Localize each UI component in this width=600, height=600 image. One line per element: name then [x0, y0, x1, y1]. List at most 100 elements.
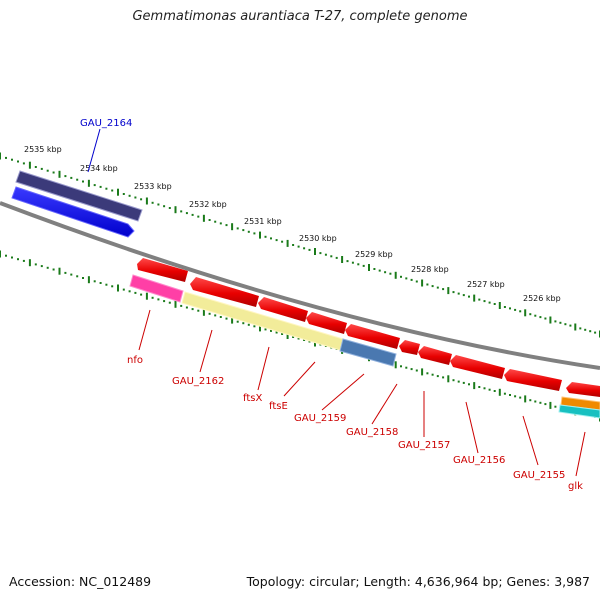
scale-dot [11, 256, 13, 259]
scale-dot [64, 271, 67, 274]
gene-arrow-GAU_2164[interactable] [11, 186, 135, 238]
scale-dot [351, 261, 354, 264]
scale-dot [308, 340, 311, 343]
scale-dot [128, 194, 131, 197]
scale-dot [431, 285, 434, 288]
gene-bar-orange[interactable] [560, 396, 600, 411]
gene-arrow-GAU_2163[interactable] [137, 258, 188, 282]
map-title: Gemmatimonas aurantiaca T-27, complete g… [132, 9, 468, 24]
scale-dot [539, 401, 542, 404]
gene-bar-cyan[interactable] [558, 404, 600, 419]
scale-tick [473, 294, 476, 302]
scale-dot [236, 320, 239, 323]
scale-tick [549, 401, 552, 409]
gene-arrow-GAU_2158[interactable] [399, 340, 420, 355]
leader-GAU_2159 [321, 373, 365, 411]
scale-tick [145, 197, 148, 205]
gene-arrow-GAU_2162[interactable] [190, 277, 259, 307]
scale-tick [58, 267, 61, 275]
scale-dot [281, 333, 284, 335]
scale-dot [52, 268, 55, 271]
scale-tick [145, 292, 148, 300]
scale-dot [457, 380, 460, 383]
gene-arrow-GAU_2156[interactable] [450, 355, 505, 379]
scale-dot [163, 300, 166, 303]
gene-label-glk[interactable]: glk [568, 481, 583, 492]
scale-dot [509, 394, 511, 396]
scale-tick [117, 284, 119, 292]
scale-label-2529: 2529 kbp [355, 250, 393, 259]
gene-label-GAU_2158[interactable]: GAU_2158 [346, 427, 398, 438]
scale-dot [452, 291, 455, 294]
scale-dot [253, 232, 256, 235]
gene-label-GAU_2155[interactable]: GAU_2155 [513, 470, 565, 481]
scale-label-2533: 2533 kbp [134, 182, 172, 191]
scale-dot [529, 399, 532, 402]
genome-summary-text: Topology: circular; Length: 4,636,964 bp… [246, 574, 590, 589]
scale-tick [473, 382, 476, 390]
scale-dot [264, 328, 267, 331]
scale-dot [11, 158, 13, 161]
gene-arrow-GAU_2155[interactable] [504, 369, 562, 391]
scale-dot [197, 215, 200, 218]
scale-dot [163, 205, 166, 208]
leader-ftsX [257, 346, 270, 391]
scale-dot [389, 272, 392, 275]
scale-tick [447, 375, 450, 383]
scale-dot [151, 296, 154, 299]
scale-tick [286, 332, 289, 339]
scale-tick [259, 324, 261, 332]
scale-tick [524, 309, 527, 317]
scale-dot [247, 323, 250, 326]
scale-dot [335, 256, 338, 259]
scale-dot [457, 292, 460, 295]
scale-dot [46, 169, 49, 172]
gene-arrow-GAU_2157[interactable] [418, 346, 452, 365]
scale-dot [544, 317, 547, 320]
gene-label-GAU_2159[interactable]: GAU_2159 [294, 413, 346, 424]
scale-dot [292, 336, 295, 338]
scale-dot [384, 271, 387, 274]
scale-dot [46, 266, 49, 269]
accession-text: Accession: NC_012489 [9, 574, 152, 589]
scale-dot [208, 219, 211, 221]
scale-dot [82, 180, 84, 183]
gene-label-GAU_2164[interactable]: GAU_2164 [80, 118, 132, 129]
gene-label-ftsX[interactable]: ftsX [243, 393, 262, 404]
scale-dot [292, 244, 295, 246]
gene-label-nfo[interactable]: nfo [127, 355, 143, 366]
gene-bar-GAU_2164[interactable] [15, 170, 143, 222]
gene-arrow-glk[interactable] [566, 382, 600, 397]
scale-tick [421, 279, 424, 287]
scale-tick [524, 395, 527, 403]
scale-label-2528: 2528 kbp [411, 265, 449, 274]
scale-tick [447, 287, 450, 295]
scale-dot [253, 325, 256, 328]
scale-tick [286, 239, 289, 247]
gene-arrow-ftsX[interactable] [258, 297, 308, 322]
scale-dot [99, 282, 102, 284]
outer-scale [0, 152, 600, 338]
scale-dot [180, 210, 183, 213]
scale-dot [264, 235, 267, 238]
scale-dot [539, 316, 542, 319]
scale-dot [462, 294, 465, 297]
gene-bar-GAU_2159[interactable] [339, 338, 397, 367]
scale-dot [584, 328, 587, 331]
gene-arrow-ftsE[interactable] [306, 312, 347, 334]
scale-dot [483, 387, 486, 390]
scale-dot [594, 331, 597, 334]
scale-dot [219, 222, 222, 225]
gene-label-GAU_2162[interactable]: GAU_2162 [172, 376, 224, 387]
gene-label-GAU_2156[interactable]: GAU_2156 [453, 455, 505, 466]
gene-arrow-GAU_2159[interactable] [345, 324, 400, 349]
scale-dot [275, 239, 278, 242]
gene-label-ftsE[interactable]: ftsE [269, 401, 288, 412]
gene-bar-nfo[interactable] [129, 274, 184, 303]
scale-label-2532: 2532 kbp [189, 200, 227, 209]
scale-tick [314, 248, 316, 255]
gene-label-GAU_2157[interactable]: GAU_2157 [398, 440, 450, 451]
scale-dot [76, 178, 79, 181]
scale-dot [185, 306, 188, 309]
